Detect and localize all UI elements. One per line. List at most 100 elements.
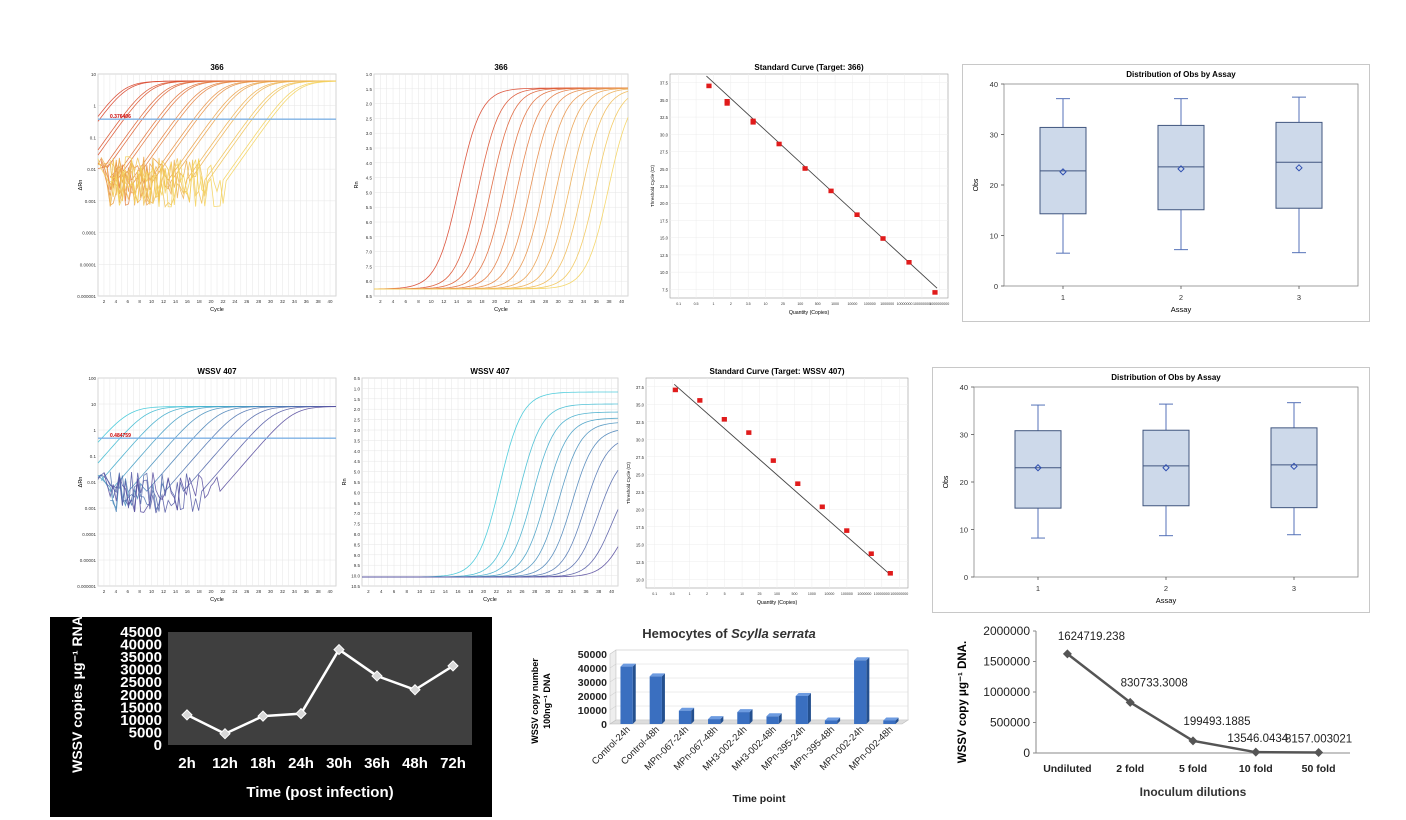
y-axis-label: ΔRn [78,477,84,488]
y-tick-label: 8.0 [354,532,361,537]
data-point [706,83,712,89]
data-point [854,212,860,217]
y-tick-label: 17.5 [660,218,669,223]
y-tick-label: 2.0 [366,102,373,107]
y-tick-label: 20 [960,478,968,487]
x-tick-label: 28 [256,299,262,304]
y-axis-label-line1: WSSV copy number [530,658,540,744]
y-tick-label: 0.0001 [82,532,96,537]
x-tick-label: 50 fold [1302,763,1336,775]
x-tick-label: 3 [1297,293,1301,302]
x-axis-label: Cycle [210,307,224,313]
y-axis-label-line2: 100ng⁻¹ DNA [542,673,552,729]
x-axis-label: Cycle [210,597,224,603]
y-tick-label: 6.5 [366,235,373,240]
x-tick-label: 24 [232,589,238,594]
x-tick-label: 40 [328,299,334,304]
x-tick-label: 10 fold [1239,763,1273,775]
amplification-curve [97,80,337,208]
x-tick-label: 12h [212,755,238,772]
mean-marker [1162,464,1170,472]
x-tick-label: 28 [543,299,549,304]
y-tick-label: 5.5 [366,205,373,210]
y-tick-label: 1.0 [366,72,373,77]
x-tick-label: 16 [455,589,461,594]
bar [824,720,838,724]
x-tick-label: 30 [268,299,274,304]
x-axis-label: Cycle [494,307,508,313]
data-point [844,528,850,533]
data-point [181,709,193,721]
data-point [795,481,801,486]
y-tick-label: 20000 [120,687,162,704]
bar-side [866,657,870,724]
y-tick-label: 0.5 [354,376,361,381]
data-point [770,458,776,463]
y-tick-label: 40000 [120,637,162,654]
x-tick-label: 1000 [831,302,839,306]
x-tick-label: 38 [316,299,322,304]
data-point [724,101,730,106]
bar [649,676,662,724]
x-tick-label: 36 [594,299,600,304]
box [1014,430,1062,509]
x-tick-label: 22 [494,589,500,594]
y-tick-label: 3.5 [354,438,361,443]
bar-top [620,663,636,667]
mean-marker [1177,165,1185,173]
x-tick-label: 100000000 [913,302,931,306]
data-point [257,710,269,722]
x-tick-label: 2 [706,592,708,596]
x-tick-label: Undiluted [1043,763,1091,775]
y-tick-label: 32.5 [636,420,645,425]
data-point [746,430,752,435]
bar [737,712,750,724]
x-tick-label: 34 [292,589,298,594]
data-point [750,120,756,125]
y-tick-label: 20000 [578,691,607,703]
y-tick-label: 10 [960,526,968,535]
x-tick-label: 26 [530,299,536,304]
y-tick-label: 10 [91,402,97,407]
threshold-label: 0.376406 [110,114,131,120]
y-tick-label: 10 [990,232,998,241]
y-tick-label: 7.5 [662,287,668,292]
x-tick-label: 30h [326,755,352,772]
y-tick-label: 4.0 [354,449,361,454]
x-tick-label: 4 [115,299,118,304]
x-tick-label: 1 [1061,293,1065,302]
bar-side [632,663,636,724]
x-tick-label: 1 [712,302,714,306]
bar-top [854,657,870,661]
x-axis-label: Time (post infection) [246,784,393,801]
y-tick-label: 40000 [578,663,607,675]
y-tick-label: 2000000 [983,624,1030,638]
regression-line [706,75,938,289]
x-tick-label: 4 [392,299,395,304]
y-tick-label: 7.5 [366,264,373,269]
y-tick-label: 6.0 [366,220,373,225]
chart-title: Standard Curve (Target: 366) [754,63,864,72]
y-tick-label: 35000 [120,649,162,666]
bar-top [678,707,695,711]
chart-title: Distribution of Obs by Assay [1111,373,1221,382]
x-tick-label: 20 [481,589,487,594]
y-tick-label: 8.0 [366,279,373,284]
x-tick-label: 34 [571,589,577,594]
grid-line-diag [609,677,617,683]
y-tick-label: 1.0 [354,386,361,391]
amplification-plot-366-log: 3661010.10.010.0010.00010.000010.0000012… [77,63,337,313]
x-tick-label: 1000000 [857,592,871,596]
x-tick-label: 10 [417,589,423,594]
box [1270,427,1318,509]
y-tick-label: 3.0 [354,428,361,433]
y-tick-label: 20.0 [660,201,669,206]
x-tick-label: 0.1 [652,592,657,596]
y-tick-label: 30.0 [636,437,645,442]
x-tick-label: 4 [115,589,118,594]
y-tick-label: 9.0 [354,553,361,558]
x-tick-label: 14 [173,589,179,594]
chart-title: 366 [210,63,224,72]
grid-line-diag [609,691,617,697]
data-label: 1624719.238 [1058,631,1125,643]
